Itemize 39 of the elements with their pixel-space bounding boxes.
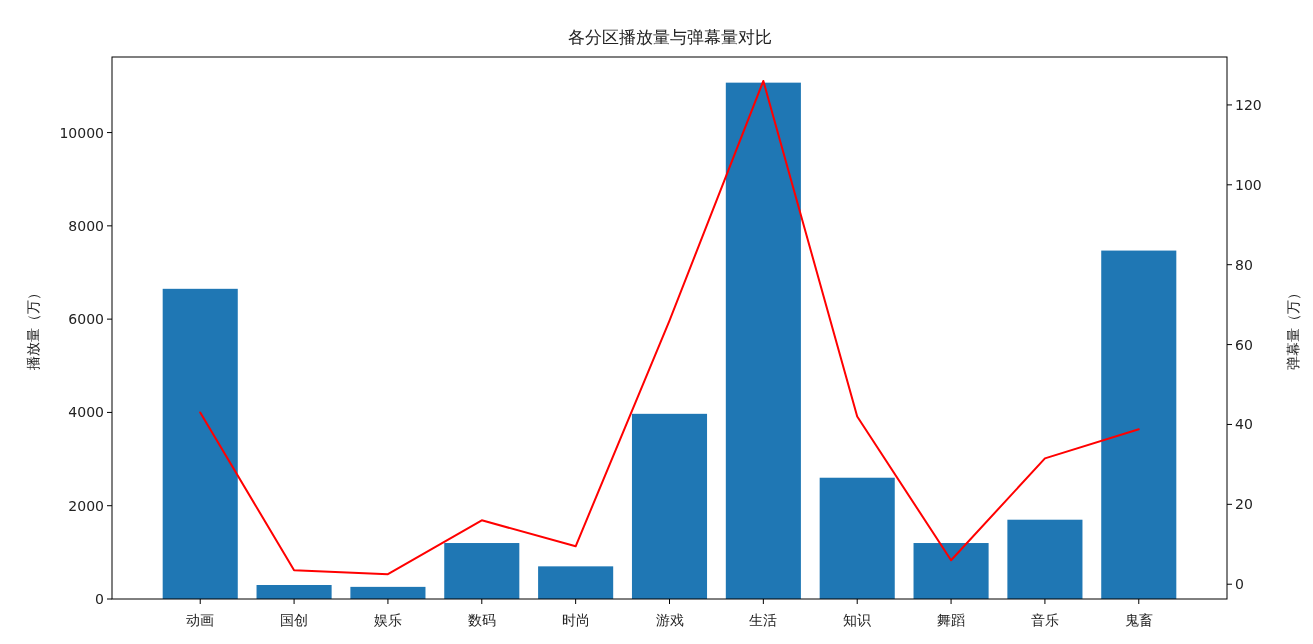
y2-tick-label: 80 [1235,256,1253,273]
x-tick-label: 数码 [467,612,496,628]
y-tick-label: 8000 [68,217,104,234]
y2-tick-label: 60 [1235,336,1253,353]
x-tick-label: 动画 [186,612,215,628]
chart-title: 各分区播放量与弹幕量对比 [567,27,772,47]
y-tick-label: 2000 [68,497,104,514]
y2-tick-label: 0 [1235,576,1244,593]
bar [725,82,801,599]
y2-tick-label: 120 [1235,96,1262,113]
x-tick-label: 游戏 [655,612,684,628]
x-tick-label: 音乐 [1030,612,1059,628]
x-tick-label: 国创 [280,612,309,628]
bar [162,288,238,599]
y-tick-label: 4000 [68,404,104,421]
bar [913,543,989,599]
bar [819,477,895,599]
y-tick-label: 0 [95,591,104,607]
x-tick-label: 时尚 [561,612,590,628]
bar [631,413,708,599]
x-tick-label: 鬼畜 [1124,612,1153,628]
bar [444,543,520,599]
x-tick-label: 舞蹈 [937,612,966,628]
y2-tick-label: 20 [1235,496,1253,513]
bar [1007,519,1083,599]
y-tick-label: 10000 [59,124,104,141]
line-series [199,79,1140,576]
bar [1101,250,1177,599]
x-tick-label: 知识 [843,612,872,628]
y2-tick-label: 100 [1235,176,1262,193]
y2-axis-title: 弹幕量（万） [1285,286,1301,370]
bar [256,585,332,599]
bar [350,586,426,599]
y-tick-label: 6000 [68,311,104,328]
y2-tick-label: 40 [1235,416,1253,433]
x-tick-label: 娱乐 [373,612,402,628]
bar [538,566,614,599]
y-axis-title: 播放量（万） [25,286,41,370]
x-tick-label: 生活 [749,612,778,628]
